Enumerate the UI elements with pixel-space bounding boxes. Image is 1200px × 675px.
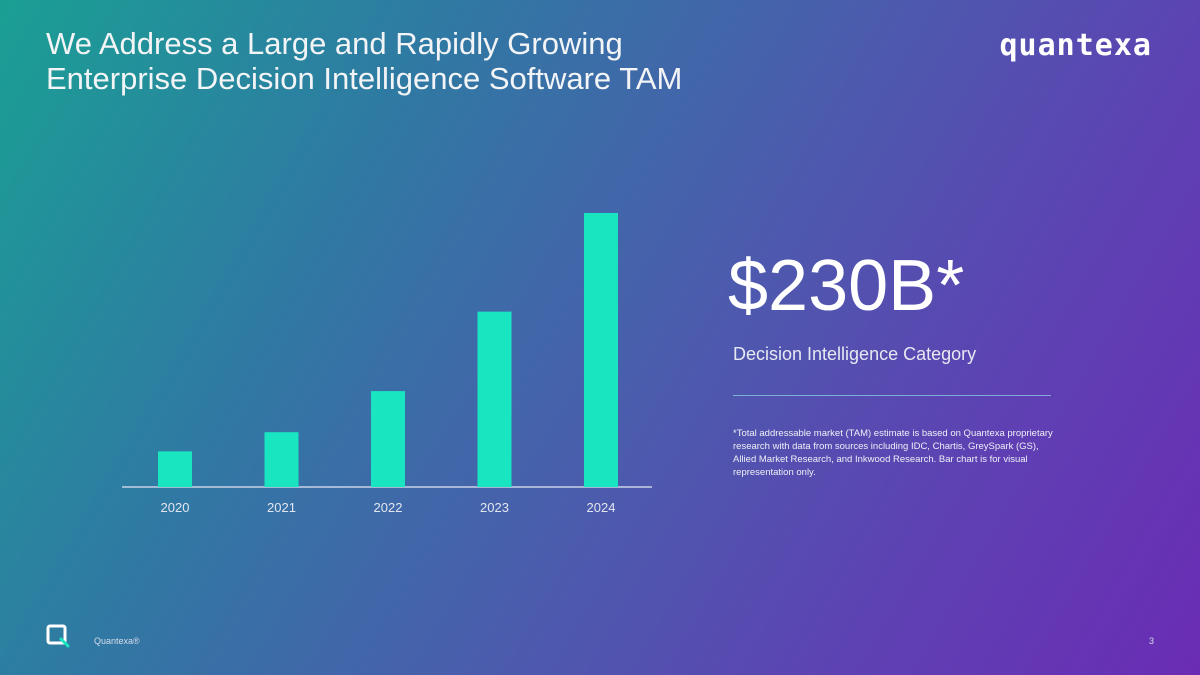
slide-title: We Address a Large and Rapidly Growing E… <box>46 26 806 96</box>
bar-2023 <box>477 311 512 487</box>
page-number: 3 <box>1148 636 1154 646</box>
divider <box>733 395 1051 396</box>
slide-title-line-1: We Address a Large and Rapidly Growing <box>46 26 623 61</box>
footer-brand-label: Quantexa® <box>94 636 140 646</box>
quantexa-q-icon <box>46 624 70 648</box>
x-tick-label-2022: 2022 <box>374 500 403 515</box>
x-tick-label-2021: 2021 <box>267 500 296 515</box>
bar-2022 <box>371 391 405 487</box>
slide-title-line-2: Enterprise Decision Intelligence Softwar… <box>46 61 683 96</box>
x-tick-label-2023: 2023 <box>480 500 509 515</box>
bar-2024 <box>584 213 618 487</box>
tam-value: $230B* <box>728 246 965 326</box>
bar-2021 <box>264 432 299 487</box>
quantexa-logo: quantexa <box>999 28 1152 63</box>
tam-footnote: *Total addressable market (TAM) estimate… <box>733 428 1053 478</box>
bar-2020 <box>158 451 192 487</box>
tam-category-label: Decision Intelligence Category <box>733 344 977 364</box>
x-tick-label-2020: 2020 <box>161 500 190 515</box>
tam-bar-chart: 2020 2021 2022 2023 2024 <box>122 213 652 515</box>
x-tick-label-2024: 2024 <box>587 500 616 515</box>
